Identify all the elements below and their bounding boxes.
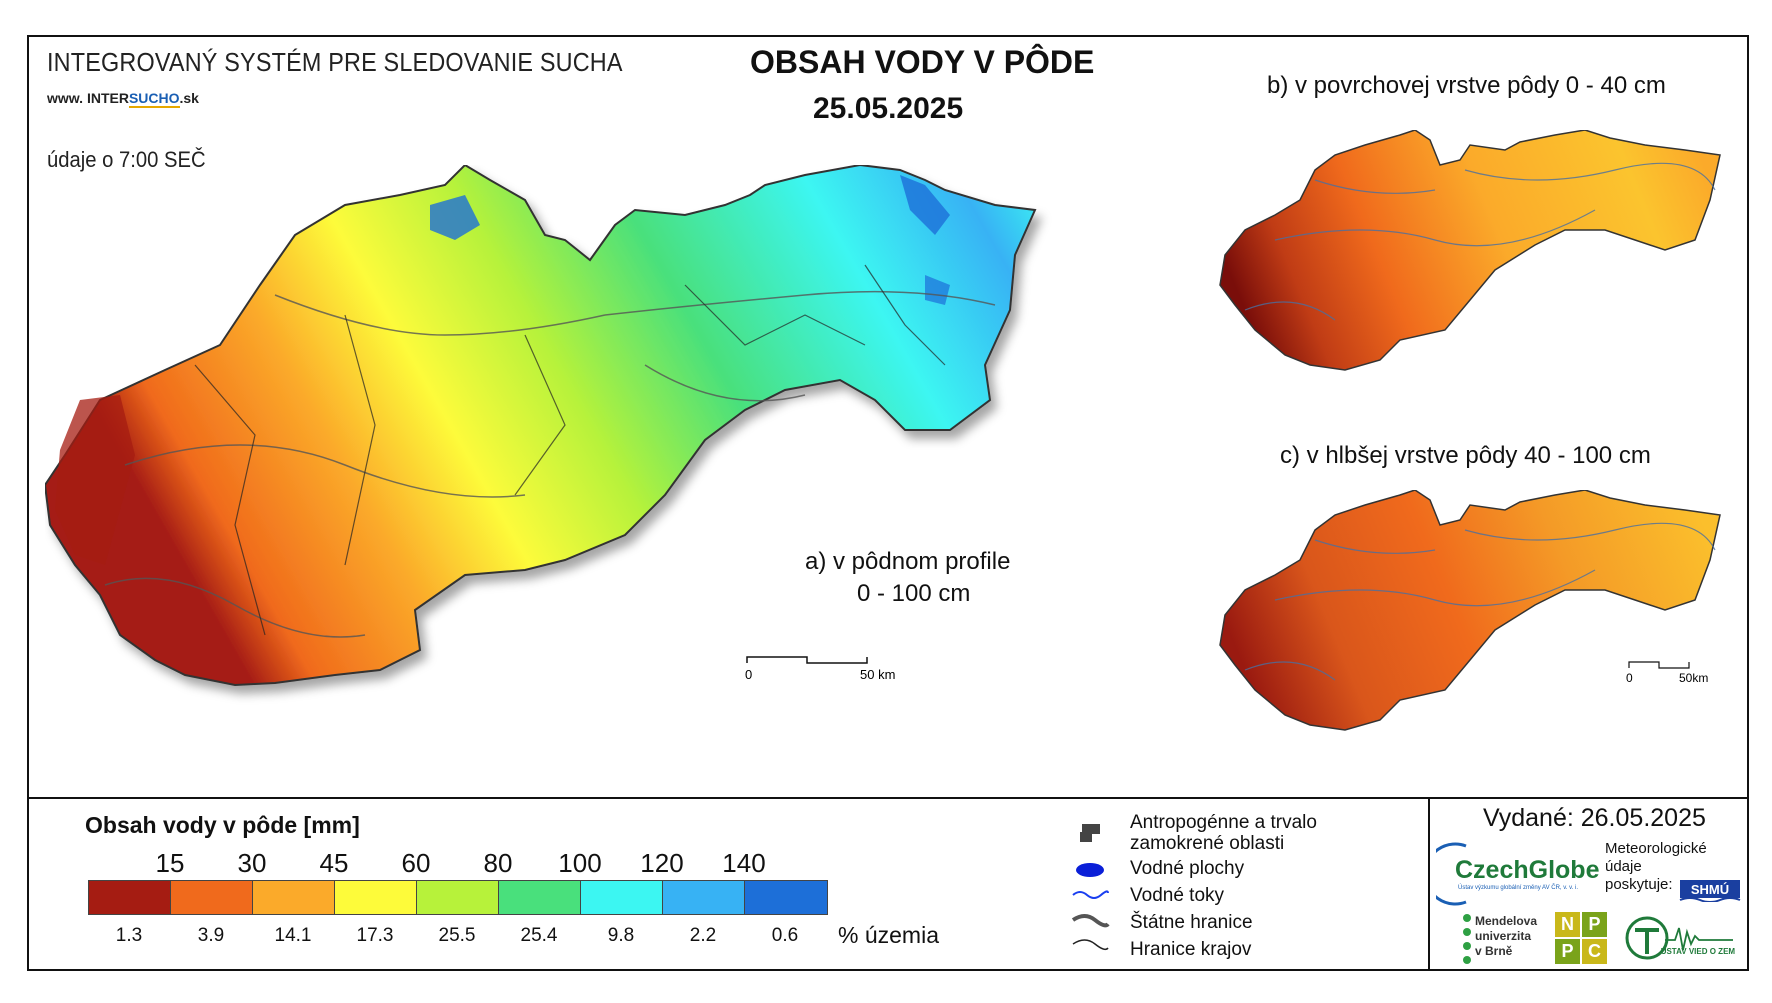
legend-percent: 14.1	[274, 925, 312, 946]
state-border-icon	[1071, 914, 1110, 928]
svg-text:0: 0	[745, 667, 752, 682]
legend-tick: 120	[640, 848, 684, 878]
legend-tick: 15	[155, 848, 185, 878]
legend-swatch	[171, 881, 253, 914]
symbol-icons	[1071, 824, 1110, 951]
legend-swatch	[581, 881, 663, 914]
mendel-dots-icon	[1463, 914, 1471, 964]
npc-logo: N P P C	[1555, 912, 1607, 964]
main-date: 25.05.2025	[813, 92, 964, 125]
legend-tick: 45	[319, 848, 349, 878]
legend-swatch	[335, 881, 417, 914]
czechglobe-name: CzechGlobe	[1455, 856, 1600, 884]
legend-tick: 100	[558, 848, 602, 878]
symbol-state-border: Štátne hranice	[1130, 912, 1253, 933]
legend-percent: 17.3	[356, 925, 394, 946]
map-b-label: b) v povrchovej vrstve pôdy 0 - 40 cm	[1267, 72, 1666, 99]
map-c: 0 50km	[1219, 490, 1721, 731]
issued-date: Vydané: 26.05.2025	[1483, 804, 1706, 832]
small-scale-bar: 0 50km	[1626, 661, 1708, 685]
svg-text:50km: 50km	[1679, 671, 1708, 685]
svg-text:0: 0	[1626, 671, 1633, 685]
legend-swatch	[499, 881, 581, 914]
main-map: 0 50 km	[45, 165, 1037, 687]
shmu-logo-icon: SHMÚ	[1679, 880, 1741, 902]
meteo-provider-text: Meteorologické údaje poskytuje:	[1605, 840, 1707, 893]
svg-text:ÚSTAV VIED O ZEMI: ÚSTAV VIED O ZEMI	[1661, 947, 1735, 956]
legend-divider	[27, 797, 1749, 799]
legend-percent: 9.8	[607, 925, 635, 946]
legend-swatch	[745, 881, 827, 914]
main-title: OBSAH VODY V PÔDE	[750, 44, 1095, 80]
symbol-water-bodies: Vodné plochy	[1130, 858, 1245, 879]
symbol-water-streams: Vodné toky	[1130, 885, 1225, 906]
legend-percent: 0.6	[771, 925, 799, 946]
legend-percent: 2.2	[689, 925, 717, 946]
legend-tick: 30	[237, 848, 267, 878]
legend-title: Obsah vody v pôde [mm]	[85, 812, 360, 838]
map-a-label: a) v pôdnom profile	[805, 548, 1011, 575]
legend-color-bar	[88, 880, 828, 915]
legend-percent: 3.9	[197, 925, 225, 946]
website-link[interactable]: www. INTERSUCHO.sk	[47, 90, 199, 108]
legend-swatch	[663, 881, 745, 914]
footer-divider	[1428, 797, 1430, 971]
water-body-icon	[1076, 863, 1104, 877]
legend-percent: 25.5	[438, 925, 476, 946]
uvz-logo-icon: ÚSTAV VIED O ZEMI	[1625, 916, 1735, 960]
stream-icon	[1072, 890, 1109, 899]
symbol-anthropogenic: Antropogénne a trvalo zamokrené oblasti	[1130, 812, 1317, 854]
data-time: údaje o 7:00 SEČ	[47, 147, 206, 172]
czechglobe-subtitle: Ústav výzkumu globální změny AV ČR, v. v…	[1458, 885, 1579, 891]
map-c-label: c) v hlbšej vrstve pôdy 40 - 100 cm	[1280, 442, 1651, 469]
symbol-region-border: Hranice krajov	[1130, 939, 1252, 960]
legend-tick: 140	[722, 848, 766, 878]
legend-swatch	[417, 881, 499, 914]
legend-swatch	[89, 881, 171, 914]
legend-tick: 80	[483, 848, 513, 878]
main-scale-bar: 0 50 km	[745, 656, 895, 682]
system-title: INTEGROVANÝ SYSTÉM PRE SLEDOVANIE SUCHA	[47, 47, 623, 77]
mendel-university: Mendelova univerzita v Brně	[1475, 914, 1538, 958]
legend-tick: 60	[401, 848, 431, 878]
svg-text:SHMÚ: SHMÚ	[1691, 882, 1729, 897]
map-a-depth: 0 - 100 cm	[857, 580, 971, 607]
czechglobe-logo-icon	[1436, 842, 1467, 906]
legend-percent: 1.3	[115, 925, 143, 946]
svg-text:50 km: 50 km	[860, 667, 895, 682]
region-border-icon	[1072, 939, 1109, 951]
percent-unit: % územia	[838, 922, 939, 948]
anthropogenic-icon	[1080, 824, 1100, 842]
map-b	[1219, 130, 1721, 371]
legend-swatch	[253, 881, 335, 914]
legend-percent: 25.4	[520, 925, 558, 946]
